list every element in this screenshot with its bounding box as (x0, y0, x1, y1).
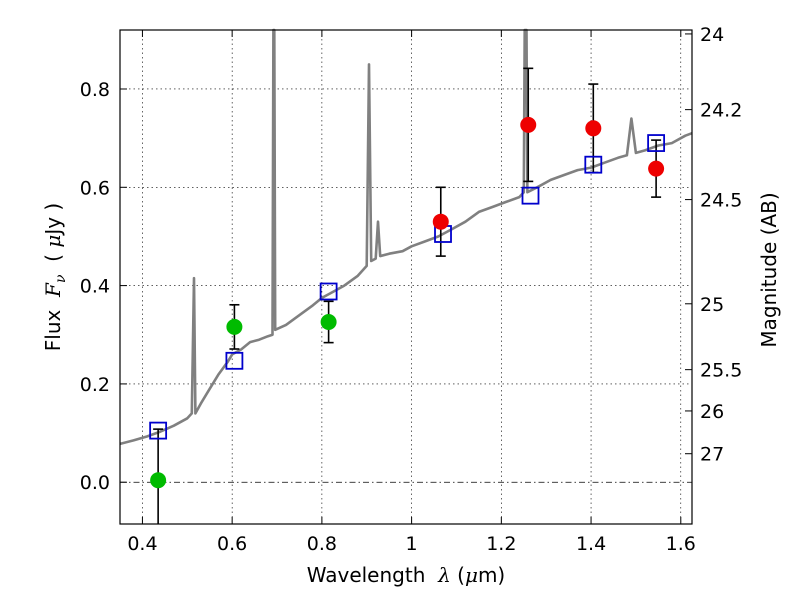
y-axis-ticks: 0.0 0.2 0.4 0.6 0.8 (80, 79, 127, 494)
y2-axis-title: Magnitude (AB) (757, 192, 781, 347)
y2-tick-label: 24 (700, 24, 724, 46)
y2-tick-label: 24.5 (700, 190, 742, 212)
observed-point-green (226, 318, 243, 335)
y2-tick-label: 24.2 (700, 100, 742, 122)
y2-tick-label: 26 (700, 401, 724, 423)
x-tick-label: 1.6 (666, 533, 696, 555)
model-point-square (149, 421, 168, 440)
model-point-square (319, 282, 338, 301)
y-tick-label: 0.6 (80, 177, 110, 199)
model-photometry-points (149, 134, 666, 440)
x-tick-label: 1.2 (486, 533, 516, 555)
x-axis-ticks: 0.4 0.6 0.8 1 1.2 1.4 1.6 (127, 30, 696, 555)
x-tick-label: 0.8 (307, 533, 337, 555)
grid-lines (120, 30, 692, 524)
spectrum-line (119, 28, 693, 446)
y2-tick-label: 25.5 (700, 360, 742, 382)
y2-tick-label: 27 (700, 444, 724, 466)
observed-point-red (432, 213, 449, 230)
model-point-square (521, 186, 540, 205)
x-tick-label: 0.4 (127, 533, 157, 555)
model-point-square (584, 155, 603, 174)
observed-point-red (648, 160, 665, 177)
x-tick-label: 0.6 (217, 533, 247, 555)
y2-axis-ticks: 24 24.2 24.5 25 25.5 26 27 (685, 24, 742, 466)
observed-point-green (320, 313, 337, 330)
y-tick-label: 0.8 (80, 79, 110, 101)
x-tick-label: 1.4 (576, 533, 606, 555)
y2-tick-label: 25 (700, 294, 724, 316)
model-point-square (647, 134, 666, 152)
model-point-square (225, 351, 244, 370)
y-axis-title: Flux Fν ( μJy ) (41, 203, 69, 351)
observed-point-green (150, 472, 167, 489)
observed-point-red (585, 120, 602, 137)
error-bars (153, 67, 662, 524)
y-tick-label: 0.2 (80, 374, 110, 396)
plot-frame (119, 29, 693, 525)
observed-photometry-points (150, 116, 665, 489)
x-tick-label: 1 (406, 533, 418, 555)
y-tick-label: 0.4 (80, 276, 110, 298)
x-axis-title: Wavelength λ (μm) (307, 563, 506, 587)
model-spectrum (119, 28, 693, 446)
y-tick-label: 0.0 (80, 472, 110, 494)
observed-point-red (520, 116, 537, 133)
